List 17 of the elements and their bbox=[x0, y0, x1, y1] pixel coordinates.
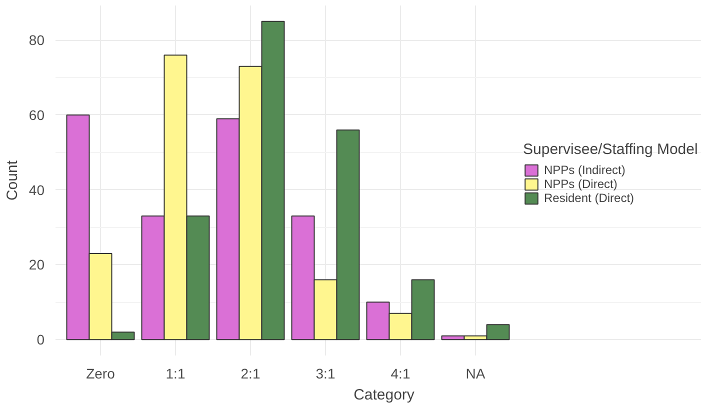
y-tick-label: 0 bbox=[36, 332, 45, 348]
y-axis-title: Count bbox=[4, 160, 21, 201]
legend-label: NPPs (Indirect) bbox=[544, 163, 626, 177]
y-tick-label: 20 bbox=[28, 256, 45, 273]
x-tick-label: 4:1 bbox=[390, 366, 410, 382]
x-tick-label: 1:1 bbox=[166, 366, 186, 382]
legend-label: Resident (Direct) bbox=[544, 191, 634, 205]
legend-label: NPPs (Direct) bbox=[544, 177, 618, 191]
x-axis-title: Category bbox=[354, 386, 415, 404]
y-tick-label: 40 bbox=[28, 182, 45, 198]
x-tick-label: NA bbox=[466, 366, 486, 382]
x-tick-label: 3:1 bbox=[316, 366, 336, 382]
x-tick-label: Zero bbox=[86, 366, 116, 382]
x-tick-label: 2:1 bbox=[240, 366, 260, 382]
y-tick-label: 60 bbox=[28, 106, 45, 123]
y-tick-label: 80 bbox=[28, 32, 45, 48]
legend-title: Supervisee/Staffing Model bbox=[523, 141, 698, 158]
